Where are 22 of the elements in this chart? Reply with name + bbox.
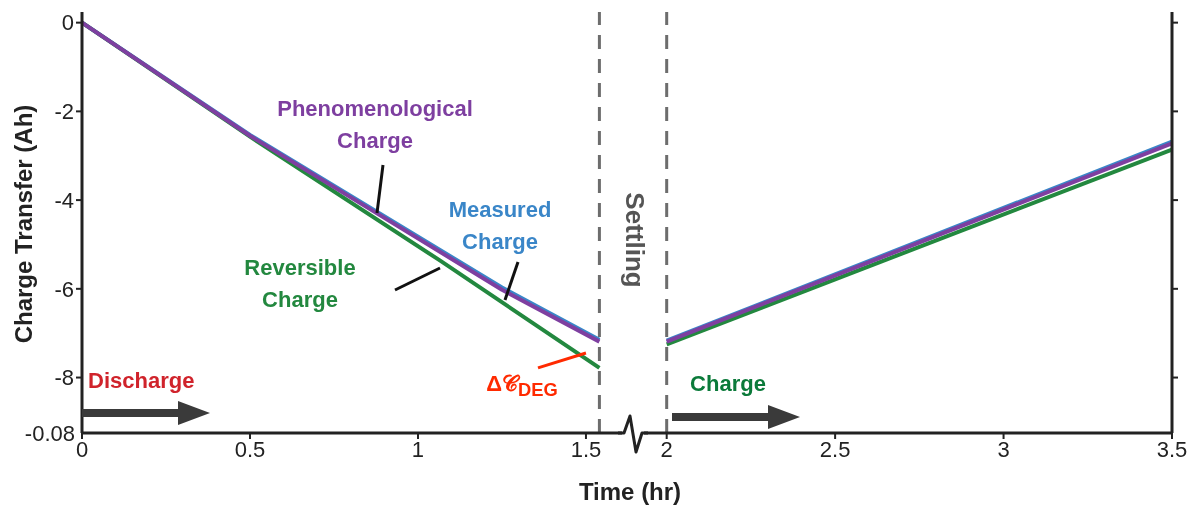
series-label: Measured Charge — [447, 196, 553, 256]
series-label: Phenomenological Charge — [276, 95, 474, 155]
x-tick-label: 2.5 — [819, 436, 851, 462]
text: -0.08 — [23, 420, 75, 448]
annotation: Discharge — [88, 367, 196, 395]
x-tick-label: 2 — [660, 436, 673, 462]
x-tick-label: 3.5 — [1156, 436, 1188, 462]
annotation: Settling — [620, 191, 650, 290]
annotation: Charge — [689, 370, 767, 398]
x-axis-title: Time (hr) — [577, 478, 683, 506]
y-tick-label: -2 — [54, 99, 74, 125]
y-tick-label: 0 — [61, 10, 74, 36]
x-tick-label: 0.5 — [234, 436, 266, 462]
x-tick-label: 1 — [411, 436, 425, 462]
y-axis-title: Charge Transfer (Ah) — [10, 104, 37, 344]
y-tick-label: -8 — [54, 365, 74, 391]
x-tick-label: 1.5 — [570, 436, 602, 462]
series-label: Reversible Charge — [243, 254, 357, 314]
annotation: Δ𝒞$_{DEG}$ — [485, 370, 559, 403]
y-tick-label: -6 — [54, 276, 74, 302]
y-tick-label: -4 — [54, 187, 74, 213]
x-tick-label: 3 — [997, 436, 1010, 462]
